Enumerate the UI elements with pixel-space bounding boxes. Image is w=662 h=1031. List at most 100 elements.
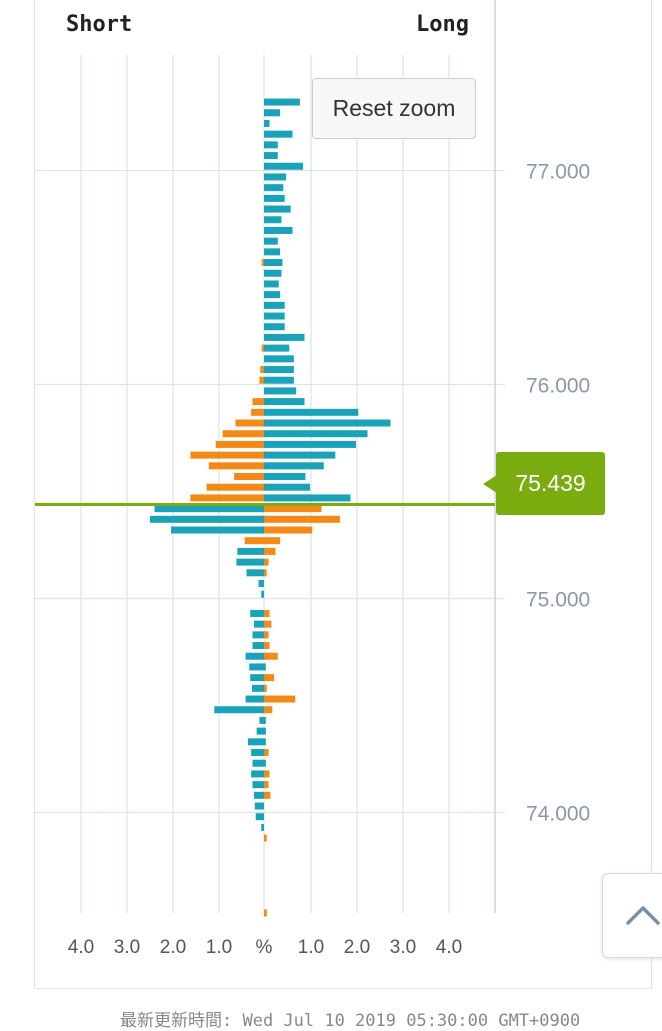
- long-bar: [264, 184, 284, 192]
- short-bar: [251, 408, 264, 416]
- short-right-bar: [264, 834, 267, 842]
- x-tick-label: 3.0: [114, 937, 140, 958]
- chart-card: [34, 0, 652, 989]
- short-bar: [245, 652, 264, 660]
- short-bar: [234, 473, 264, 481]
- short-bar: [261, 590, 264, 598]
- short-bar: [252, 759, 264, 767]
- short-right-bar: [264, 537, 281, 545]
- short-right-bar: [264, 515, 340, 523]
- short-right-bar: [264, 652, 278, 660]
- long-bar: [264, 194, 285, 202]
- short-bar: [251, 749, 264, 757]
- short-bar: [214, 706, 264, 714]
- current-price-label: 75.439: [483, 452, 605, 515]
- short-bar: [255, 813, 264, 821]
- x-tick-label: 2.0: [344, 937, 370, 958]
- long-left-bar: [149, 515, 264, 523]
- long-bar: [264, 323, 285, 331]
- long-bar: [264, 130, 293, 138]
- short-right-bar: [264, 770, 270, 778]
- short-right-bar: [264, 695, 296, 703]
- short-bar: [222, 430, 264, 438]
- short-bar: [252, 398, 264, 406]
- short-right-bar: [264, 547, 276, 555]
- short-bar: [244, 537, 264, 545]
- short-bar: [259, 376, 264, 384]
- short-bar: [252, 642, 264, 650]
- long-bar: [264, 98, 300, 106]
- short-bar: [254, 802, 264, 810]
- long-bar: [264, 759, 266, 767]
- long-bar: [264, 119, 270, 127]
- long-heading: Long: [416, 12, 469, 37]
- short-bar: [208, 462, 264, 470]
- short-bar: [235, 419, 264, 427]
- long-bar: [264, 205, 291, 213]
- long-bar: [264, 419, 391, 427]
- short-bar: [258, 579, 264, 587]
- short-bar: [252, 684, 264, 692]
- x-tick-label: 4.0: [68, 937, 94, 958]
- short-right-bar: [264, 631, 269, 639]
- x-tick-label: 4.0: [436, 937, 462, 958]
- short-bar: [190, 494, 264, 502]
- long-bar: [264, 440, 356, 448]
- long-bar: [264, 663, 266, 671]
- short-right-bar: [264, 569, 267, 577]
- chevron-up-icon: [626, 906, 660, 925]
- long-bar: [264, 483, 310, 491]
- short-right-bar: [264, 620, 272, 628]
- short-bar: [256, 727, 264, 735]
- short-bar: [247, 738, 264, 746]
- short-bar: [261, 344, 264, 352]
- x-tick-label: 1.0: [298, 937, 324, 958]
- short-bar: [237, 547, 264, 555]
- long-bar: [264, 152, 278, 160]
- scroll-to-top-button[interactable]: [602, 873, 662, 958]
- long-bar: [264, 387, 297, 395]
- long-bar: [264, 162, 304, 170]
- long-bar: [264, 269, 282, 277]
- long-bar: [264, 248, 281, 256]
- y-tick-label: 76.000: [526, 375, 590, 398]
- short-heading: Short: [66, 12, 133, 37]
- short-bar: [250, 609, 264, 617]
- short-bar: [249, 663, 264, 671]
- long-bar: [264, 494, 351, 502]
- short-bar: [236, 558, 264, 566]
- long-bar: [264, 473, 306, 481]
- long-bar: [264, 226, 293, 234]
- long-bar: [264, 333, 305, 341]
- long-bar: [264, 716, 266, 724]
- long-bar: [264, 291, 281, 299]
- x-tick-label: %: [256, 937, 273, 958]
- short-bar: [253, 791, 264, 799]
- long-bar: [264, 462, 324, 470]
- reset-zoom-button[interactable]: Reset zoom: [312, 78, 476, 139]
- short-bar: [261, 823, 264, 831]
- short-right-bar: [264, 642, 270, 650]
- long-bar: [264, 312, 285, 320]
- long-bar: [264, 173, 287, 181]
- short-right-bar: [264, 749, 269, 757]
- short-right-bar: [264, 909, 267, 917]
- short-right-bar: [264, 526, 313, 534]
- long-bar: [264, 727, 266, 735]
- long-bar: [264, 259, 283, 267]
- long-bar: [264, 344, 290, 352]
- short-bar: [206, 483, 264, 491]
- short-bar: [245, 695, 264, 703]
- short-right-bar: [264, 781, 269, 789]
- short-right-bar: [264, 706, 273, 714]
- long-left-bar: [154, 505, 264, 513]
- short-right-bar: [264, 791, 271, 799]
- short-bar: [250, 674, 264, 682]
- long-bar: [264, 376, 294, 384]
- short-bar: [260, 366, 264, 374]
- x-tick-label: 1.0: [206, 937, 232, 958]
- long-bar: [264, 408, 359, 416]
- short-bar: [253, 620, 264, 628]
- long-bar: [264, 366, 294, 374]
